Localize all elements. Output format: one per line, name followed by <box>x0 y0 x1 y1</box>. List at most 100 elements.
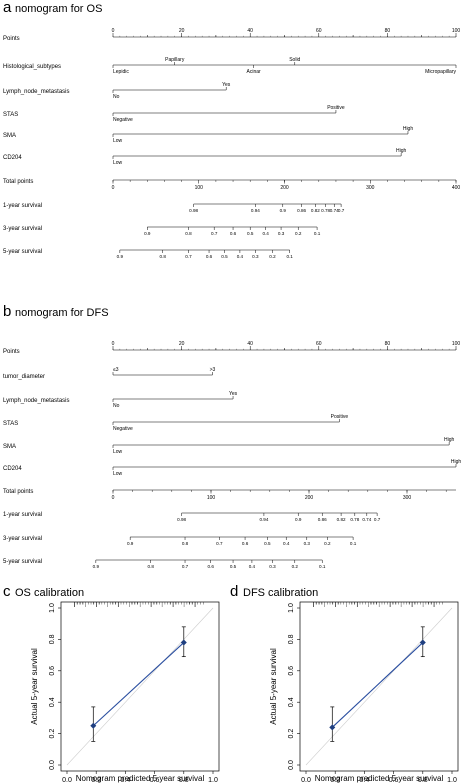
row-label: STAS <box>3 112 18 118</box>
level-label: High <box>396 148 407 154</box>
level-label: Papillary <box>165 57 185 63</box>
tick-label: 20 <box>179 341 185 347</box>
plot-frame <box>60 601 220 772</box>
nomogram-row: 5-year survival 0.9 0.8 0.7 0.6 0.5 0.4 0.3 0.2 0… <box>3 249 293 259</box>
tick-label: 0.9 <box>117 254 124 259</box>
level-label: Solid <box>289 57 300 63</box>
data-point <box>419 639 426 646</box>
x-tick-label: 0.0 <box>62 777 72 783</box>
level-label: Yes <box>222 82 231 88</box>
nomogram-row: Total points 0 100 200 300 <box>3 489 456 501</box>
y-tick-label: 0.8 <box>49 634 56 644</box>
tick-label: 0.3 <box>252 254 259 259</box>
level-label: Low <box>113 471 123 477</box>
nomogram-row: CD204 Low High <box>3 459 461 477</box>
x-tick-label: 1.0 <box>447 777 457 783</box>
nomogram-row: Lymph_node_metastasis No Yes <box>3 82 231 100</box>
tick-label: 0 <box>112 28 115 34</box>
tick-label: 0.1 <box>350 541 357 546</box>
row-label: tumor_diameter <box>3 374 45 380</box>
level-label: Yes <box>229 391 238 397</box>
tick-label: 0.1 <box>319 564 326 569</box>
tick-label: 0.5 <box>264 541 271 546</box>
x-tick-label: 0.8 <box>418 777 428 783</box>
tick-label: 0.8 <box>185 231 192 236</box>
row-label: Lymph_node_metastasis <box>3 89 69 95</box>
panel-letter: d <box>230 583 238 600</box>
nomogram-row: SMA Low High <box>3 437 454 455</box>
row-label: STAS <box>3 421 18 427</box>
nomogram-row: Total points 0 100 200 300 400 <box>3 179 460 191</box>
tick-label: 0.4 <box>249 564 256 569</box>
tick-label: 0.6 <box>206 254 213 259</box>
tick-label: 400 <box>452 185 461 191</box>
nomogram-row: CD204 Low High <box>3 148 406 166</box>
nomogram-panel-a: a nomogram for OS Points 0 20 40 60 80 100 Histol… <box>3 0 460 259</box>
tick-label: 0.7 <box>338 208 345 213</box>
nomogram-row: SMA Low High <box>3 126 413 144</box>
tick-label: 0.7 <box>216 541 223 546</box>
x-tick-label: 0.8 <box>179 777 189 783</box>
x-tick-label: 0.6 <box>389 777 399 783</box>
tick-label: 0.86 <box>318 517 327 522</box>
tick-label: 0.7 <box>185 254 192 259</box>
tick-label: 60 <box>316 28 322 34</box>
x-tick-label: 1.0 <box>208 777 218 783</box>
data-point <box>90 722 97 729</box>
row-label: 3-year survival <box>3 536 42 542</box>
x-tick-label: 0.2 <box>91 777 101 783</box>
panel-letter: c <box>3 583 11 600</box>
tick-label: 0.4 <box>237 254 244 259</box>
nomogram-row: Points 0 20 40 60 80 100 <box>3 28 460 42</box>
panel-title: nomogram for OS <box>15 3 102 15</box>
calibration-chart-d: d DFS calibration 0.0 0.2 0.4 0.6 0.8 1.0 0.0 0.2… <box>230 583 459 783</box>
tick-label: 100 <box>452 341 461 347</box>
panel-letter: b <box>3 303 11 320</box>
level-label: Low <box>113 449 123 455</box>
tick-label: 0.7 <box>182 564 189 569</box>
level-label: Micropapillary <box>425 69 456 75</box>
row-label: Total points <box>3 489 33 495</box>
y-tick-label: 1.0 <box>49 603 56 613</box>
panel-title: DFS calibration <box>243 587 318 599</box>
tick-label: 80 <box>385 341 391 347</box>
tick-label: 0.78 <box>321 208 330 213</box>
tick-label: 0.2 <box>269 254 276 259</box>
ideal-line <box>66 607 214 766</box>
tick-label: 60 <box>316 341 322 347</box>
level-label: Negative <box>113 426 133 432</box>
tick-label: 20 <box>179 28 185 34</box>
x-tick-label: 0.6 <box>150 777 160 783</box>
tick-label: 0.7 <box>211 231 218 236</box>
y-tick-label: 0.2 <box>288 729 295 739</box>
calibration-line <box>92 642 185 727</box>
tick-label: 40 <box>247 28 253 34</box>
row-label: Points <box>3 349 20 355</box>
tick-label: 0.9 <box>93 564 100 569</box>
tick-label: 100 <box>452 28 461 34</box>
row-label: Points <box>3 36 20 42</box>
tick-label: 40 <box>247 341 253 347</box>
level-label: Negative <box>113 117 133 123</box>
x-tick-label: 0.2 <box>330 777 340 783</box>
tick-label: 300 <box>366 185 375 191</box>
tick-label: 0.3 <box>278 231 285 236</box>
level-label: Acinar <box>247 69 262 75</box>
nomogram-row: tumor_diameter ≤3 >3 <box>3 367 216 380</box>
tick-label: 0.8 <box>160 254 167 259</box>
nomogram-row: 3-year survival 0.9 0.8 0.7 0.6 0.5 0.4 0.3 0.2 0… <box>3 536 357 546</box>
x-axis-label: Nomogram predicted 5 year survival <box>76 774 205 783</box>
row-label: 1-year survival <box>3 512 42 518</box>
ideal-line <box>305 607 453 766</box>
y-tick-label: 0.6 <box>49 666 56 676</box>
row-label: CD204 <box>3 155 22 161</box>
nomogram-row: 3-year survival 0.9 0.8 0.7 0.6 0.5 0.4 0.3 0.2 0… <box>3 226 321 236</box>
tick-label: 200 <box>280 185 289 191</box>
tick-label: 0.3 <box>269 564 276 569</box>
panel-title: nomogram for DFS <box>15 307 109 319</box>
tick-label: 0.5 <box>221 254 228 259</box>
tick-label: 300 <box>403 495 412 501</box>
tick-label: 100 <box>195 185 204 191</box>
